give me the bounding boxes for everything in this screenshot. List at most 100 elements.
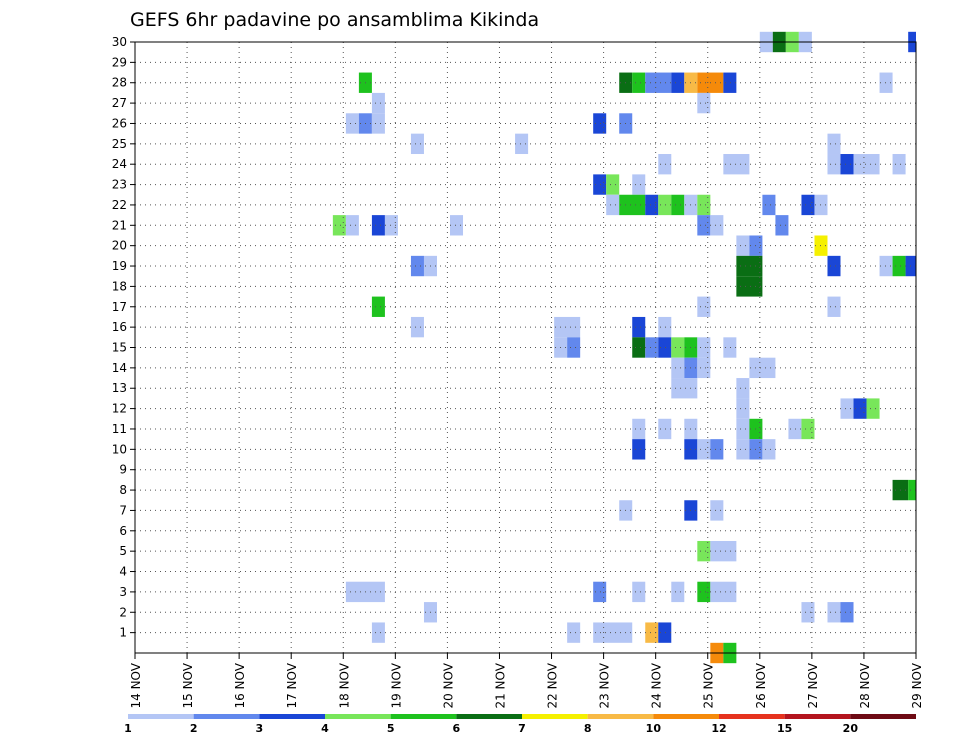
cell-24 (658, 154, 672, 175)
colorbar: 1 2 3 4 5 6 7 8 10 12 15 20 (124, 714, 916, 735)
y-tick-label: 3 (119, 585, 127, 599)
colorbar-label: 6 (453, 722, 461, 735)
cell-74 (671, 337, 685, 358)
cell-77 (723, 337, 737, 358)
y-tick-label: 13 (112, 381, 127, 395)
cell-70 (567, 337, 581, 358)
cell-18 (371, 113, 385, 134)
x-axis: 14 NOV 15 NOV 16 NOV 17 NOV 18 NOV 19 NOV 20 N… (129, 653, 924, 709)
grid-layer (135, 42, 916, 653)
cell-110 (593, 581, 607, 603)
cell-88 (632, 418, 646, 440)
colorbar-label: 8 (584, 722, 592, 735)
cell-89 (658, 418, 672, 440)
cell-46 (384, 215, 398, 236)
cell-119 (371, 622, 385, 643)
cell-21 (410, 133, 424, 155)
cell-118 (840, 602, 854, 623)
cell-36 (658, 194, 672, 216)
y-tick-label: 12 (112, 402, 127, 416)
y-tick-label: 26 (112, 116, 127, 130)
colorbar-swatch-3 (259, 714, 325, 719)
cell-64 (827, 296, 841, 317)
x-tick-label: 22 NOV (546, 662, 560, 708)
cell-99 (736, 439, 750, 460)
cell-78 (671, 357, 685, 379)
colorbar-swatch-2 (193, 714, 260, 719)
x-tick-label: 18 NOV (337, 662, 351, 708)
cell-25 (723, 154, 750, 175)
cell-107 (697, 540, 711, 562)
cell-54 (410, 255, 424, 277)
cell-123 (658, 622, 672, 643)
cell-63 (697, 296, 711, 317)
cell-62 (371, 296, 385, 317)
cell-45 (371, 215, 385, 236)
colorbar-swatch-9 (653, 714, 719, 719)
y-tick-label: 28 (112, 76, 127, 90)
cell-23 (827, 133, 841, 155)
cell-121 (593, 622, 633, 643)
cell-14 (371, 92, 385, 114)
y-tick-label: 2 (119, 605, 127, 619)
chart-title: GEFS 6hr padavine po ansamblima Kikinda (130, 9, 539, 31)
cell-101 (762, 439, 776, 460)
cell-95 (632, 439, 646, 460)
cell-82 (671, 378, 698, 399)
cell-83 (736, 378, 750, 399)
colorbar-label: 3 (256, 722, 264, 735)
x-tick-label: 23 NOV (598, 662, 612, 708)
cell-44 (345, 215, 359, 236)
colorbar-label: 7 (518, 722, 526, 735)
cell-91 (736, 418, 750, 440)
cell-15 (697, 92, 711, 114)
cell-87 (866, 398, 880, 419)
cell-50 (775, 215, 789, 236)
colorbar-label: 5 (387, 722, 395, 735)
y-tick-label: 17 (112, 300, 127, 314)
colorbar-label: 10 (646, 722, 662, 735)
cell-103 (908, 479, 916, 501)
y-tick-label: 11 (112, 422, 127, 436)
colorbar-label: 15 (777, 722, 792, 735)
x-tick-label: 16 NOV (233, 662, 247, 708)
y-tick-label: 19 (112, 259, 127, 273)
y-tick-label: 10 (112, 442, 127, 456)
y-tick-label: 25 (112, 137, 127, 151)
cell-71 (632, 337, 646, 358)
y-tick-label: 30 (112, 35, 127, 49)
y-tick-label: 16 (112, 320, 127, 334)
cell-111 (632, 581, 646, 603)
y-tick-label: 23 (112, 178, 127, 192)
colorbar-label: 12 (711, 722, 726, 735)
cell-34 (619, 194, 646, 216)
cell-98 (710, 439, 724, 460)
colorbar-swatch-6 (456, 714, 522, 719)
y-tick-label: 20 (112, 239, 127, 253)
cell-40 (762, 194, 776, 216)
colorbar-label: 20 (843, 722, 859, 735)
cell-26 (827, 154, 841, 175)
y-tick-label: 15 (112, 341, 127, 355)
colorbar-swatch-4 (325, 714, 391, 719)
cell-57 (827, 255, 841, 277)
y-tick-label: 14 (112, 361, 127, 375)
y-tick-label: 18 (112, 279, 127, 293)
colorbar-swatch-1 (128, 714, 194, 719)
cell-33 (606, 194, 620, 216)
y-tick-label: 4 (119, 565, 127, 579)
cell-22 (515, 133, 529, 155)
cell-97 (697, 439, 711, 460)
cell-39 (697, 194, 711, 216)
cell-41 (801, 194, 815, 216)
cell-114 (710, 581, 737, 603)
colorbar-swatch-5 (390, 714, 457, 719)
colorbar-swatch-11 (784, 714, 851, 719)
y-tick-label: 8 (119, 483, 127, 497)
cell-59 (892, 255, 906, 277)
cell-56 (736, 255, 763, 277)
y-tick-label: 27 (112, 96, 127, 110)
y-tick-label: 29 (112, 55, 127, 69)
cell-51 (736, 235, 750, 256)
